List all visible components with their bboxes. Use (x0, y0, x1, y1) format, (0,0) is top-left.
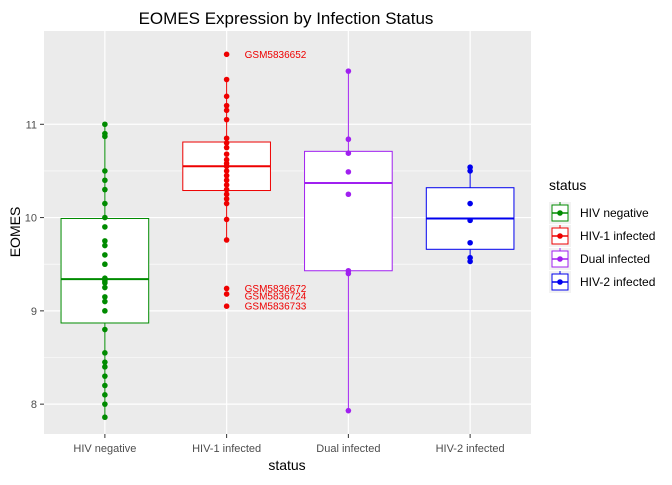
legend-key-point (557, 233, 563, 239)
data-point (223, 186, 230, 193)
data-point (102, 252, 108, 258)
sample-annotation: GSM5836672 (245, 284, 307, 295)
data-point (223, 303, 230, 309)
data-point (223, 102, 230, 109)
legend-item-label: HIV-1 infected (580, 229, 655, 243)
data-point (223, 177, 230, 184)
data-point (223, 151, 230, 157)
data-point (345, 150, 352, 157)
sample-annotation: GSM5836652 (245, 50, 307, 61)
data-point (223, 172, 230, 179)
x-tick-label: HIV-1 infected (192, 443, 261, 455)
data-point (223, 216, 230, 223)
data-point (223, 285, 230, 292)
data-point (102, 392, 108, 398)
y-tick-label: 8 (31, 399, 37, 411)
data-point (223, 191, 230, 198)
data-point (345, 191, 352, 198)
data-point (102, 326, 108, 333)
box-hiv-negative (60, 124, 150, 418)
data-point (223, 168, 230, 174)
data-point (345, 136, 352, 143)
data-point (223, 51, 230, 58)
data-point (223, 135, 230, 142)
data-point (102, 238, 108, 244)
data-point (102, 242, 108, 249)
box-dual-infected (304, 71, 393, 411)
legend-key-point (557, 210, 563, 216)
data-point (223, 76, 230, 83)
data-point (102, 200, 108, 207)
data-point (102, 284, 108, 291)
data-point (102, 121, 108, 128)
data-point (223, 291, 230, 297)
points-layer (102, 51, 473, 421)
data-point (223, 93, 230, 100)
data-point (345, 270, 352, 277)
data-point (102, 308, 108, 314)
data-point (467, 200, 473, 207)
x-tick-label: HIV negative (73, 443, 136, 455)
data-point (345, 169, 352, 175)
sample-annotation: GSM5836733 (245, 302, 307, 313)
data-point (102, 133, 108, 140)
data-point (345, 68, 352, 74)
data-point (467, 239, 473, 246)
y-tick-label: 9 (31, 306, 37, 318)
legend-title: status (549, 177, 586, 193)
y-tick-label: 11 (26, 119, 37, 131)
legend-key-point (557, 256, 563, 262)
sample-annotation: GSM5836724 (245, 291, 307, 302)
data-point (223, 200, 230, 207)
data-point (223, 116, 230, 123)
y-axis-label: EOMES (7, 207, 23, 258)
x-axis-label: status (268, 457, 305, 473)
data-point (467, 168, 473, 174)
data-point (223, 144, 230, 151)
axes: 8 9 10 11 HIV negative HIV-1 infected Dual inf… (25, 119, 505, 455)
data-point (102, 186, 108, 193)
data-point (223, 196, 230, 202)
data-point (102, 168, 108, 174)
data-point (223, 107, 230, 114)
legend-item-dual-infected: Dual infected (549, 248, 650, 270)
x-tick-label: HIV-2 infected (436, 443, 505, 455)
data-point (102, 298, 108, 305)
legend-item-hiv-negative: HIV negative (549, 202, 649, 224)
data-point (223, 237, 230, 243)
data-point (467, 258, 473, 265)
data-point (223, 140, 230, 146)
legend-item-label: HIV negative (580, 206, 649, 220)
chart-title: EOMES Expression by Infection Status (139, 9, 434, 28)
data-point (102, 364, 108, 370)
data-point (345, 407, 352, 414)
data-point (102, 382, 108, 389)
x-tick-label: Dual infected (316, 443, 380, 455)
data-point (223, 163, 230, 170)
data-point (102, 280, 108, 286)
data-point (102, 177, 108, 184)
data-point (223, 182, 230, 188)
data-point (102, 350, 108, 356)
data-point (102, 414, 108, 421)
legend-key-point (557, 279, 563, 285)
y-tick-label: 10 (25, 213, 37, 225)
data-point (102, 373, 108, 379)
box-body (60, 218, 150, 324)
data-point (102, 359, 108, 365)
legend-item-hiv-2-infected: HIV-2 infected (549, 271, 655, 293)
data-point (467, 217, 473, 224)
data-point (102, 261, 108, 268)
legend-item-hiv-1-infected: HIV-1 infected (549, 225, 655, 247)
data-point (102, 294, 108, 300)
data-point (102, 214, 108, 221)
data-point (102, 401, 108, 407)
legend-item-label: HIV-2 infected (580, 275, 655, 289)
legend: status HIV negative HIV-1 infected Dual in… (549, 177, 655, 293)
data-point (102, 224, 108, 230)
legend-item-label: Dual infected (580, 252, 650, 266)
